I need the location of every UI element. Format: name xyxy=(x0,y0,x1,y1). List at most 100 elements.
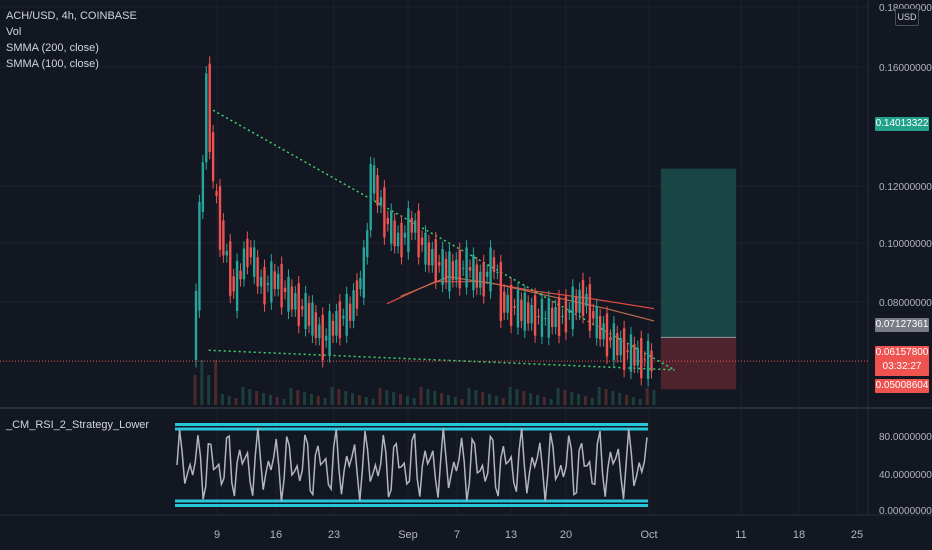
candle-body xyxy=(461,267,465,269)
volume-bar xyxy=(303,392,307,405)
volume-bar xyxy=(234,398,238,405)
price-axis-tick: 0.12000000 xyxy=(879,182,932,193)
volume-bars xyxy=(193,360,656,405)
price-axis-tick: 0.16000000 xyxy=(879,63,932,74)
indicator-vol[interactable]: Vol xyxy=(6,26,22,38)
stop-loss-zone xyxy=(660,337,737,390)
volume-bar xyxy=(405,396,409,405)
candle-body xyxy=(407,208,410,253)
volume-bar xyxy=(474,390,478,405)
candle-body xyxy=(489,247,492,292)
lower-trendline xyxy=(208,349,675,371)
candle-body xyxy=(496,271,499,273)
volume-bar xyxy=(618,393,622,405)
candle-body xyxy=(235,260,239,312)
candle-body xyxy=(396,232,400,247)
position-tool[interactable] xyxy=(0,168,868,390)
volume-bar xyxy=(652,390,656,405)
candle-body xyxy=(516,289,520,328)
candle-body xyxy=(458,249,461,289)
candle-body xyxy=(283,287,287,293)
candle-body xyxy=(390,210,393,244)
candle-body xyxy=(314,312,318,339)
currency-badge[interactable]: USD xyxy=(895,8,919,26)
volume-bar xyxy=(494,396,498,405)
volume-bar xyxy=(316,396,320,405)
candle-body xyxy=(581,280,585,316)
candle-body xyxy=(616,333,619,356)
candle-body xyxy=(205,73,208,163)
candle-body xyxy=(417,210,420,258)
candle-body xyxy=(451,261,455,281)
candle-body xyxy=(249,247,252,258)
candle-body xyxy=(287,276,290,312)
candle-body xyxy=(366,230,369,258)
volume-bar xyxy=(460,399,464,405)
volume-bar xyxy=(309,394,313,405)
candle-body xyxy=(455,259,458,281)
candle-body xyxy=(503,291,506,313)
candle-body xyxy=(636,347,640,366)
candle-body xyxy=(232,276,235,292)
candle-body xyxy=(400,222,403,258)
candle-body xyxy=(444,258,448,282)
volume-bar xyxy=(583,396,587,405)
candle-body xyxy=(605,313,609,357)
last-price-value: 0.06157800 xyxy=(875,347,929,358)
volume-bar xyxy=(453,397,457,405)
candle-body xyxy=(342,316,345,319)
axis-labels: 0.180000000.160000000.120000000.10000000… xyxy=(214,3,932,541)
volume-bar xyxy=(200,360,204,405)
volume-bar xyxy=(241,387,245,405)
candle-body xyxy=(277,273,280,290)
time-axis-tick: 7 xyxy=(454,529,460,541)
candle-body xyxy=(369,164,372,231)
candle-body xyxy=(475,264,479,288)
candle-body xyxy=(225,251,229,256)
candle-body xyxy=(345,293,348,336)
candle-body xyxy=(393,220,396,247)
rsi-axis-tick: 80.00000000 xyxy=(879,432,932,443)
candle-body xyxy=(588,284,592,331)
rsi-indicator-label[interactable]: _CM_RSI_2_Strategy_Lower xyxy=(6,419,150,431)
entry-price-badge: 0.07127361 xyxy=(875,318,929,332)
indicator-smma-200[interactable]: SMMA (200, close) xyxy=(6,42,99,54)
candle-body xyxy=(554,307,557,328)
chart-title[interactable]: ACH/USD, 4h, COINBASE xyxy=(6,10,137,22)
candle-body xyxy=(253,247,256,277)
time-axis-tick: 9 xyxy=(214,529,220,541)
volume-bar xyxy=(536,395,539,405)
candle-body xyxy=(431,249,434,266)
candle-body xyxy=(568,309,571,313)
candle-body xyxy=(492,257,496,272)
candle-body xyxy=(592,311,595,319)
candle-body xyxy=(557,297,561,337)
volume-bar xyxy=(351,393,355,405)
volume-bar xyxy=(399,394,402,405)
candle-body xyxy=(256,257,259,287)
volume-bar xyxy=(330,387,334,405)
candle-body xyxy=(229,241,232,296)
time-axis-tick: Oct xyxy=(640,529,657,541)
candle-body xyxy=(246,238,249,267)
volume-bar xyxy=(344,391,348,405)
volume-bar xyxy=(488,394,492,405)
candle-body xyxy=(280,263,283,308)
candle-body xyxy=(564,296,568,333)
candle-body xyxy=(379,197,383,206)
volume-bar xyxy=(419,387,423,405)
indicator-smma-100[interactable]: SMMA (100, close) xyxy=(6,58,99,70)
volume-bar xyxy=(248,389,252,405)
candle-body xyxy=(307,302,311,326)
candle-body xyxy=(324,335,328,341)
candle-body xyxy=(640,338,643,379)
candle-body xyxy=(263,267,266,305)
price-series xyxy=(194,56,653,387)
candle-body xyxy=(602,323,605,340)
candle-body xyxy=(194,290,198,361)
volume-bar xyxy=(570,392,574,405)
volume-bar xyxy=(577,394,581,405)
candle-body xyxy=(571,286,574,330)
candle-body xyxy=(595,306,598,339)
